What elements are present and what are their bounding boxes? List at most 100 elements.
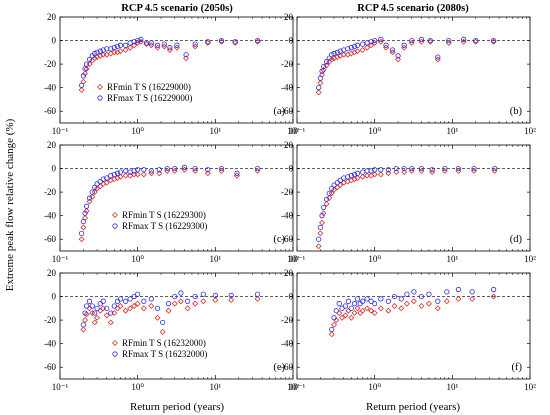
plot-frame: [59, 272, 294, 380]
y-tick-label: -20: [44, 59, 56, 69]
data-point-rfmin: [434, 305, 441, 312]
data-point-rfmin: [403, 300, 410, 307]
y-tick-label: -20: [44, 315, 56, 325]
data-point-rfmin: [134, 171, 141, 178]
data-point-rfmax: [385, 167, 391, 173]
data-point-rfmax: [117, 296, 124, 302]
data-point-rfmax: [254, 165, 261, 172]
data-point-rfmax: [491, 37, 497, 44]
data-point-rfmax: [331, 50, 337, 57]
data-point-rfmin: [254, 295, 261, 302]
data-point-rfmax: [348, 45, 354, 51]
y-axis-label: Extreme peak flow relative change (%): [4, 118, 16, 291]
data-point-rfmax: [317, 75, 323, 81]
data-point-rfmax: [378, 167, 384, 173]
data-point-rfmax: [117, 42, 124, 48]
data-point-rfmax: [426, 291, 432, 297]
y-tick-label: -40: [44, 211, 56, 221]
legend-label: RFmax T S (16232000): [122, 349, 207, 359]
data-point-rfmin: [82, 317, 88, 324]
data-point-rfmin: [192, 300, 199, 307]
data-point-rfmax: [329, 326, 335, 333]
data-point-rfmin: [336, 310, 343, 317]
data-point-rfmax: [418, 293, 425, 300]
data-point-rfmin: [140, 171, 147, 178]
data-point-rfmax: [319, 213, 325, 219]
x-tick-label: 10⁻¹: [52, 126, 69, 136]
data-point-rfmax: [320, 63, 327, 70]
x-tick-label: 10⁰: [368, 382, 381, 392]
data-point-rfmin: [357, 310, 364, 317]
data-point-rfmin: [94, 314, 101, 321]
data-point-rfmax: [100, 176, 106, 182]
legend-marker-rfmax: [97, 95, 103, 101]
legend-label: RFmin T S (16232000): [122, 338, 206, 348]
data-point-rfmax: [409, 165, 415, 172]
data-point-rfmax: [135, 291, 141, 297]
data-point-rfmin: [148, 303, 155, 309]
data-point-rfmax: [111, 303, 117, 309]
data-point-rfmin: [91, 319, 98, 326]
x-tick-label: 10²: [287, 254, 299, 264]
data-point-rfmax: [339, 305, 345, 311]
data-point-rfmin: [385, 170, 392, 177]
data-point-rfmax: [172, 293, 178, 300]
legend-marker-rfmin: [97, 84, 103, 90]
data-point-rfmin: [339, 314, 345, 321]
data-point-rfmax: [79, 230, 85, 236]
y-tick-label: 20: [47, 140, 57, 150]
data-point-rfmax: [368, 168, 374, 174]
data-point-rfmax: [316, 236, 322, 242]
data-point-rfmax: [473, 37, 479, 44]
data-point-rfmin: [183, 55, 190, 62]
data-point-rfmax: [409, 37, 415, 44]
data-point-rfmax: [337, 177, 343, 183]
y-tick-label: -20: [281, 187, 293, 197]
data-point-rfmax: [345, 46, 351, 52]
data-point-rfmax: [97, 178, 103, 185]
data-point-rfmax: [154, 42, 161, 48]
data-point-rfmax: [354, 296, 361, 302]
data-point-rfmin: [319, 219, 325, 226]
data-point-rfmin: [83, 311, 90, 318]
data-point-rfmax: [372, 37, 378, 44]
data-point-rfmax: [333, 308, 339, 314]
data-point-rfmin: [89, 193, 96, 200]
data-point-rfmin: [218, 38, 225, 45]
data-point-rfmax: [351, 301, 358, 307]
data-point-rfmin: [427, 38, 434, 45]
data-point-rfmax: [83, 203, 90, 209]
data-point-rfmin: [91, 55, 98, 62]
data-point-rfmin: [359, 47, 366, 53]
data-point-rfmin: [127, 305, 134, 312]
data-point-rfmin: [351, 310, 358, 317]
data-point-rfmax: [378, 36, 384, 42]
data-point-rfmax: [348, 173, 354, 179]
data-point-rfmax: [329, 185, 335, 192]
plot-frame: [59, 16, 294, 124]
data-point-rfmin: [331, 321, 338, 328]
data-point-rfmax: [228, 292, 234, 298]
data-point-rfmax: [232, 39, 238, 45]
y-tick-label: 0: [52, 292, 57, 302]
x-tick-label: 10⁰: [131, 382, 144, 392]
data-point-rfmax: [212, 292, 218, 298]
data-point-rfmax: [455, 165, 462, 172]
data-point-rfmin: [127, 44, 134, 51]
data-point-rfmax: [192, 165, 198, 172]
data-point-rfmax: [94, 305, 100, 311]
y-tick-label: 0: [52, 164, 57, 174]
x-tick-label: 10⁻¹: [289, 254, 306, 264]
panel-label: (d): [510, 234, 523, 245]
data-point-rfmin: [114, 49, 121, 56]
data-point-rfmin: [395, 56, 402, 63]
data-point-rfmin: [354, 175, 361, 181]
data-point-rfmax: [104, 175, 110, 181]
data-point-rfmax: [435, 54, 441, 60]
data-point-rfmin: [368, 42, 375, 49]
data-point-rfmin: [443, 298, 450, 305]
data-point-rfmax: [114, 43, 121, 50]
data-point-rfmin: [228, 297, 235, 304]
data-point-rfmax: [455, 286, 462, 293]
chart-panel: -60 -40 -20 0 20 10⁻¹ 10⁰ 10¹ 10² RFmin T S (1622…: [44, 140, 299, 264]
